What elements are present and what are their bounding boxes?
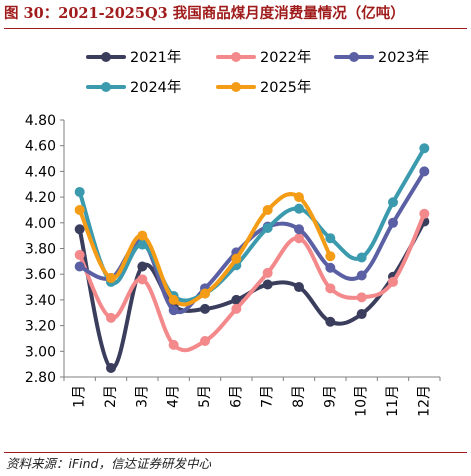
- data-point: [262, 279, 273, 290]
- x-tick-label: 11月: [385, 385, 401, 417]
- legend-item: 2021年: [86, 49, 181, 66]
- data-point: [74, 186, 85, 197]
- series-line: [77, 146, 427, 303]
- y-tick-label: 4.20: [25, 190, 56, 206]
- data-point: [325, 251, 336, 262]
- legend-marker: [101, 82, 111, 92]
- legend-item: 2023年: [334, 49, 429, 66]
- legend-label: 2022年: [260, 49, 311, 66]
- data-point: [137, 239, 148, 250]
- data-point: [137, 261, 148, 272]
- data-point: [231, 253, 242, 264]
- y-tick-label: 4.80: [25, 113, 56, 129]
- data-point: [325, 283, 336, 294]
- data-point: [419, 166, 430, 177]
- data-point: [294, 282, 304, 293]
- chart-series: [74, 143, 430, 374]
- source-note: 资料来源：iFind，信达证券研发中心: [6, 456, 211, 471]
- data-point: [325, 316, 336, 327]
- data-point: [74, 249, 85, 260]
- data-point: [200, 336, 210, 347]
- y-tick-label: 2.80: [25, 370, 56, 386]
- y-tick-label: 3.00: [25, 344, 56, 360]
- footer-divider: [4, 452, 467, 453]
- legend-label: 2023年: [378, 49, 429, 66]
- y-tick-label: 3.60: [25, 267, 56, 283]
- x-tick-label: 7月: [260, 385, 276, 408]
- legend-item: 2025年: [216, 79, 311, 96]
- data-point: [106, 273, 116, 284]
- legend-label: 2025年: [260, 79, 311, 96]
- data-point: [356, 292, 367, 303]
- legend-marker: [231, 82, 241, 92]
- data-point: [262, 267, 273, 278]
- chart-legend: 2021年 2022年 2023年 2024年 2025年: [86, 49, 429, 96]
- x-tick-label: 4月: [166, 385, 182, 408]
- x-tick-label: 12月: [416, 385, 432, 417]
- data-point: [231, 303, 242, 314]
- x-tick-label: 5月: [197, 385, 213, 408]
- x-tick-label: 3月: [134, 385, 150, 408]
- data-point: [262, 204, 273, 215]
- data-point: [74, 204, 85, 215]
- data-point: [137, 230, 148, 241]
- y-tick-label: 4.00: [25, 216, 56, 232]
- legend-item: 2024年: [86, 79, 181, 96]
- data-point: [294, 224, 304, 235]
- data-point: [106, 363, 116, 374]
- legend-label: 2021年: [130, 49, 181, 66]
- data-point: [200, 303, 210, 314]
- data-point: [200, 288, 210, 299]
- legend-marker: [101, 52, 111, 62]
- data-point: [106, 312, 116, 323]
- x-tick-label: 10月: [354, 385, 370, 417]
- y-tick-label: 3.80: [25, 242, 56, 258]
- data-point: [168, 339, 179, 350]
- series-2025年: [74, 192, 336, 307]
- line-chart: 2021年 2022年 2023年 2024年 2025年 2.80 3.00 3.20 3.…: [25, 49, 441, 417]
- data-point: [325, 262, 336, 273]
- data-point: [356, 252, 367, 263]
- data-point: [294, 192, 304, 203]
- x-tick-label: 8月: [291, 385, 307, 408]
- title-divider: [4, 28, 467, 29]
- x-tick-label: 9月: [322, 385, 338, 408]
- legend-label: 2024年: [130, 79, 181, 96]
- data-point: [262, 222, 273, 233]
- data-point: [137, 274, 148, 285]
- y-tick-label: 4.40: [25, 164, 56, 180]
- data-point: [388, 276, 398, 287]
- data-point: [356, 270, 367, 281]
- data-point: [325, 233, 336, 244]
- series-2022年: [74, 208, 430, 353]
- data-point: [74, 261, 85, 272]
- data-point: [168, 294, 179, 305]
- data-point: [388, 197, 398, 208]
- data-point: [231, 294, 242, 305]
- data-point: [356, 309, 367, 320]
- x-tick-label: 6月: [228, 385, 244, 408]
- data-point: [168, 305, 179, 316]
- legend-marker: [349, 52, 359, 62]
- legend-marker: [231, 52, 241, 62]
- series-2024年: [74, 143, 430, 303]
- y-tick-label: 3.20: [25, 319, 56, 335]
- data-point: [294, 203, 304, 214]
- chart-axes: 2.80 3.00 3.20 3.40 3.60 3.80 4.00 4.20 4.40 4.60…: [25, 113, 441, 417]
- data-point: [294, 233, 304, 244]
- x-tick-label: 2月: [103, 385, 119, 408]
- y-tick-label: 3.40: [25, 293, 56, 309]
- data-point: [74, 224, 85, 235]
- y-tick-label: 4.60: [25, 139, 56, 155]
- chart-title: 图 30：2021-2025Q3 我国商品煤月度消费量情况（亿吨）: [4, 5, 405, 22]
- data-point: [419, 143, 430, 154]
- data-point: [388, 217, 398, 228]
- x-tick-label: 1月: [72, 385, 88, 408]
- data-point: [419, 208, 430, 219]
- legend-item: 2022年: [216, 49, 311, 66]
